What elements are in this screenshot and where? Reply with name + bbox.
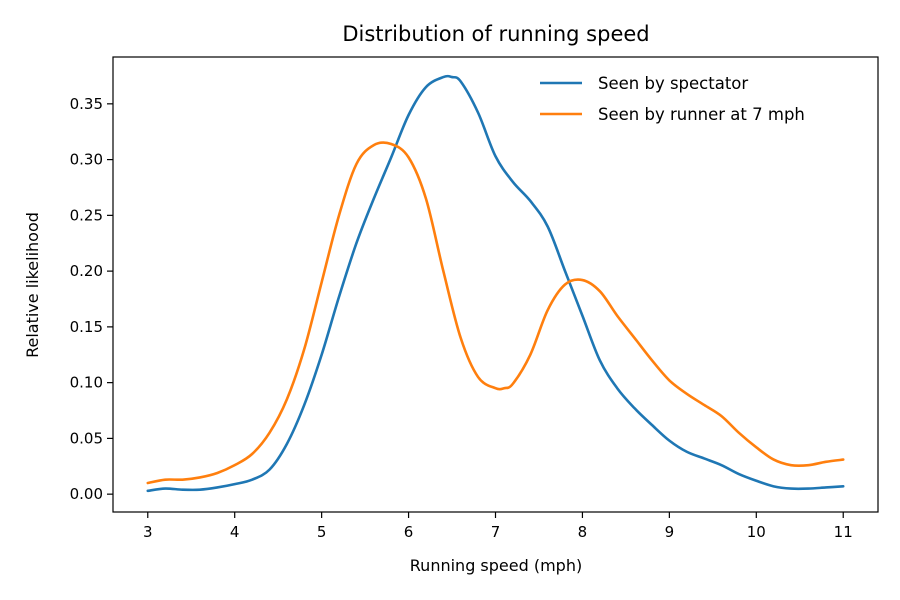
legend-label: Seen by spectator [598,74,748,93]
y-axis: 0.00 0.05 0.10 0.15 0.20 0.25 0.30 0.35 [70,95,113,503]
series-line-spectator [146,74,845,493]
x-axis: 3 4 5 6 7 8 9 10 11 [143,512,853,541]
y-tick-label: 0.20 [70,262,103,280]
legend: Seen by spectator Seen by runner at 7 mph [540,74,805,124]
x-tick-label: 5 [317,523,327,541]
x-tick-label: 10 [747,523,766,541]
x-axis-label: Running speed (mph) [410,556,582,575]
series-line-runner [146,141,845,485]
x-tick-label: 11 [834,523,853,541]
y-tick-label: 0.35 [70,95,103,113]
x-tick-label: 7 [491,523,501,541]
x-tick-label: 3 [143,523,153,541]
x-tick-label: 8 [578,523,588,541]
legend-label: Seen by runner at 7 mph [598,105,805,124]
y-tick-label: 0.10 [70,374,103,392]
y-tick-label: 0.00 [70,485,103,503]
x-tick-label: 6 [404,523,414,541]
x-tick-label: 9 [665,523,675,541]
x-tick-label: 4 [230,523,240,541]
chart-title: Distribution of running speed [342,22,649,46]
y-tick-label: 0.15 [70,318,103,336]
plot-frame [112,56,879,513]
y-axis-label: Relative likelihood [23,212,42,358]
plot-area [146,74,845,493]
y-tick-label: 0.25 [70,206,103,224]
y-tick-label: 0.05 [70,429,103,447]
y-tick-label: 0.30 [70,151,103,169]
